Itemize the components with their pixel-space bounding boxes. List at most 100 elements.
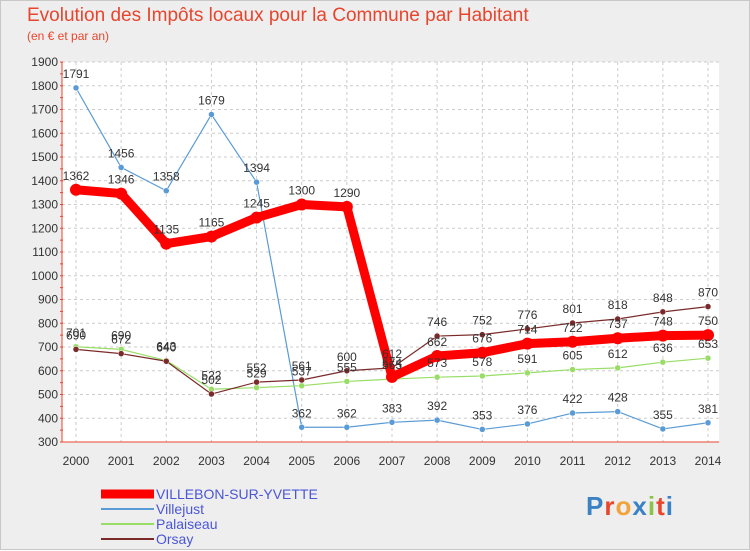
data-label: 362 — [337, 406, 357, 420]
x-tick-label: 2005 — [288, 454, 315, 468]
data-point — [524, 420, 531, 428]
logo-letter: o — [615, 491, 633, 521]
legend-label: Palaiseau — [156, 516, 218, 532]
data-label: 605 — [563, 349, 583, 363]
data-point — [117, 164, 125, 171]
x-tick-label: 2007 — [379, 454, 406, 468]
x-tick-label: 2001 — [108, 454, 135, 468]
data-label: 1290 — [334, 186, 361, 200]
data-point — [433, 373, 441, 381]
data-point — [659, 425, 667, 433]
data-label: 502 — [201, 373, 221, 387]
logo-letter: t — [656, 491, 666, 521]
data-point — [343, 378, 351, 385]
y-tick-label: 900 — [38, 293, 58, 307]
data-label: 752 — [472, 314, 492, 328]
data-point — [566, 335, 579, 348]
data-point — [115, 187, 128, 200]
y-tick-label: 700 — [38, 340, 58, 354]
data-point — [208, 111, 215, 118]
x-tick-label: 2004 — [243, 454, 270, 468]
data-label: 376 — [517, 403, 537, 417]
data-label: 565 — [382, 358, 402, 372]
data-point — [704, 354, 712, 362]
x-tick-label: 2002 — [153, 454, 180, 468]
data-point — [205, 230, 218, 243]
y-tick-label: 1600 — [31, 126, 58, 140]
x-tick-label: 2008 — [424, 454, 451, 468]
data-point — [704, 303, 712, 310]
data-point — [614, 364, 621, 372]
data-label: 653 — [698, 337, 718, 351]
y-tick-label: 1900 — [31, 55, 58, 69]
data-point — [704, 419, 712, 427]
y-tick-label: 1700 — [31, 103, 58, 117]
chart-title: Evolution des Impôts locaux pour la Comm… — [27, 5, 529, 26]
data-label: 1456 — [108, 146, 135, 160]
logo-letter: i — [665, 491, 674, 521]
data-point — [479, 372, 486, 380]
data-label: 537 — [292, 365, 312, 379]
data-point — [295, 198, 308, 211]
data-label: 801 — [563, 302, 583, 316]
data-label: 1165 — [199, 216, 225, 230]
data-label: 1245 — [243, 197, 270, 211]
y-tick-label: 800 — [38, 316, 58, 330]
data-point — [479, 331, 486, 338]
legend-label: Villejust — [156, 501, 204, 517]
data-label: 1394 — [243, 161, 270, 175]
data-point — [479, 426, 486, 433]
data-label: 1300 — [288, 184, 315, 198]
data-label: 714 — [517, 323, 537, 337]
data-point — [569, 366, 576, 373]
y-tick-label: 400 — [38, 411, 58, 425]
data-label: 676 — [472, 332, 492, 346]
data-label: 428 — [608, 391, 628, 405]
data-label: 353 — [472, 408, 492, 422]
data-point — [253, 178, 260, 186]
data-point — [298, 382, 305, 389]
data-label: 722 — [563, 321, 583, 335]
data-label: 748 — [653, 315, 673, 329]
data-point — [433, 416, 441, 424]
y-tick-label: 1300 — [31, 198, 58, 212]
data-label: 1362 — [63, 169, 90, 183]
data-label: 636 — [653, 341, 673, 355]
x-tick-label: 2003 — [198, 454, 225, 468]
data-label: 381 — [698, 402, 718, 416]
data-point — [656, 329, 669, 342]
data-point — [433, 332, 441, 340]
y-tick-label: 1100 — [32, 245, 58, 259]
data-label: 392 — [427, 399, 447, 413]
x-tick-label: 2011 — [560, 454, 586, 468]
data-point — [524, 325, 531, 333]
data-label: 612 — [608, 347, 628, 361]
data-label: 612 — [382, 347, 402, 361]
data-label: 600 — [337, 350, 357, 364]
logo-letter: P — [586, 491, 605, 521]
data-label: 362 — [292, 406, 312, 420]
data-point — [521, 337, 534, 350]
data-point — [569, 409, 576, 417]
data-point — [659, 308, 667, 316]
data-label: 1346 — [108, 173, 135, 187]
data-label: 848 — [653, 291, 673, 305]
data-label: 1358 — [153, 170, 180, 184]
data-label: 574 — [382, 356, 402, 370]
data-label: 672 — [111, 333, 131, 347]
y-tick-label: 1800 — [31, 79, 58, 93]
data-label: 818 — [608, 298, 628, 312]
logo-letter: x — [632, 491, 648, 521]
data-label: 522 — [201, 368, 221, 382]
data-label: 690 — [66, 328, 86, 342]
data-label: 355 — [653, 408, 673, 422]
data-point — [431, 350, 444, 363]
data-label: 555 — [337, 360, 357, 374]
y-tick-label: 1400 — [31, 174, 58, 188]
proxiti-logo: Proxiti — [586, 491, 674, 522]
data-point — [250, 211, 263, 224]
data-point — [343, 424, 351, 431]
data-label: 643 — [156, 340, 176, 354]
